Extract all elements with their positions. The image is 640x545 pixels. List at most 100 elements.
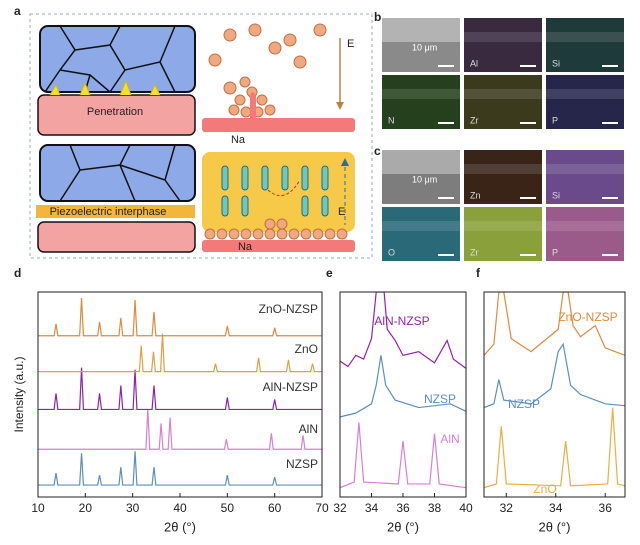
piezo-capsules: [221, 165, 329, 217]
x-tick-label: 60: [268, 501, 282, 515]
xrd-pattern: [38, 367, 322, 411]
x-tick-label: 50: [221, 501, 235, 515]
x-tick-label: 20: [79, 501, 93, 515]
eds-map: [382, 18, 460, 72]
eds-map: [546, 207, 624, 261]
arrow-head: [341, 158, 349, 166]
eds-map: [464, 207, 542, 261]
map-label: 10 μm: [412, 174, 437, 184]
schematic: Penetration Piezoelectric interphase Na …: [29, 13, 373, 259]
sodium-deposit: [204, 218, 348, 240]
plot-frame: [483, 291, 626, 498]
interphase-box: [202, 152, 355, 232]
sodium-anode: [202, 118, 355, 132]
eds-map: [382, 150, 460, 204]
panel-label: e: [326, 266, 333, 280]
map-label: Zr: [470, 247, 479, 257]
eds-band: [546, 221, 624, 231]
eds-band: [464, 221, 542, 231]
xrd-pattern: [484, 342, 625, 409]
grain-boundaries: [59, 144, 181, 202]
eds-band: [546, 164, 624, 174]
xrd-pattern: [38, 333, 322, 373]
series-label: NZSP: [508, 397, 540, 411]
eds-map: [546, 150, 624, 204]
sodium-anode: [37, 221, 196, 253]
xrd-pattern: [38, 297, 322, 337]
x-axis-label: 2θ (°): [387, 519, 419, 534]
series-label: AlN-NZSP: [374, 314, 429, 328]
map-label: P: [552, 247, 558, 257]
x-tick-label: 34: [365, 501, 379, 515]
y-axis-label: Intensity (a.u.): [12, 356, 26, 432]
x-axis-label: 2θ (°): [539, 519, 571, 534]
dendrite: [250, 92, 256, 118]
eds-band: [546, 89, 624, 99]
plot: [484, 292, 625, 489]
sodium-anode: [202, 240, 355, 252]
label: E: [338, 206, 345, 218]
x-tick-label: 30: [126, 501, 140, 515]
xrd-pattern: [484, 292, 625, 356]
xrd-pattern: [340, 422, 466, 489]
map-label: Si: [552, 190, 560, 200]
eds-band: [546, 32, 624, 42]
eds-band: [382, 221, 460, 231]
x-tick-label: 32: [333, 501, 347, 515]
xrd-pattern: [38, 451, 322, 486]
map-label: O: [388, 247, 395, 257]
eds-band: [464, 164, 542, 174]
series-label: AlN: [440, 432, 459, 446]
eds-map: [464, 75, 542, 129]
map-label: Si: [552, 58, 560, 68]
ions: [208, 23, 327, 118]
series-label: NZSP: [286, 457, 318, 471]
xrd-pattern: [38, 409, 322, 450]
series-label: ZnO-NZSP: [259, 302, 318, 316]
panel-frame: [29, 13, 373, 259]
grains: [39, 25, 196, 93]
label: E: [347, 38, 354, 50]
x-tick-label: 10: [31, 501, 45, 515]
series-label: NZSP: [424, 392, 456, 406]
label: Piezoelectric interphase: [50, 206, 167, 218]
eds-band: [382, 18, 460, 42]
eds-map: [464, 18, 542, 72]
xrd-pattern: [340, 355, 466, 418]
map-label: 10 μm: [412, 42, 437, 52]
plot: [38, 297, 322, 486]
map-label: Zn: [470, 190, 481, 200]
x-tick-label: 36: [599, 501, 613, 515]
dendrites: [49, 79, 161, 96]
x-tick-label: 70: [315, 501, 329, 515]
eds-map: [464, 150, 542, 204]
ion-path: [267, 179, 301, 197]
series-label: ZnO: [295, 342, 318, 356]
map-label: P: [552, 115, 558, 125]
map-label: Al: [470, 58, 478, 68]
x-tick-label: 40: [459, 501, 473, 515]
x-axis-label: 2θ (°): [164, 519, 196, 534]
sodium-anode: [37, 94, 196, 136]
x-tick-label: 40: [173, 501, 187, 515]
arrow-head: [336, 102, 344, 110]
x-tick-label: 34: [549, 501, 563, 515]
grain-boundaries: [44, 25, 176, 93]
eds-map: [546, 18, 624, 72]
eds-band: [464, 32, 542, 42]
interphase: [36, 205, 195, 218]
map-label: N: [388, 115, 395, 125]
eds-band: [382, 150, 460, 174]
x-tick-label: 32: [500, 501, 514, 515]
xrd-pattern: [484, 407, 625, 489]
series-label: AlN-NZSP: [263, 380, 318, 394]
map-label: Zr: [470, 115, 479, 125]
eds-map: [382, 207, 460, 261]
series-label: ZnO-NZSP: [558, 310, 617, 324]
label: Na: [238, 241, 253, 253]
series-label: AlN: [299, 422, 318, 436]
xrd-pattern: [340, 292, 466, 369]
panel-label: b: [374, 10, 381, 24]
panel-label: c: [374, 144, 381, 158]
